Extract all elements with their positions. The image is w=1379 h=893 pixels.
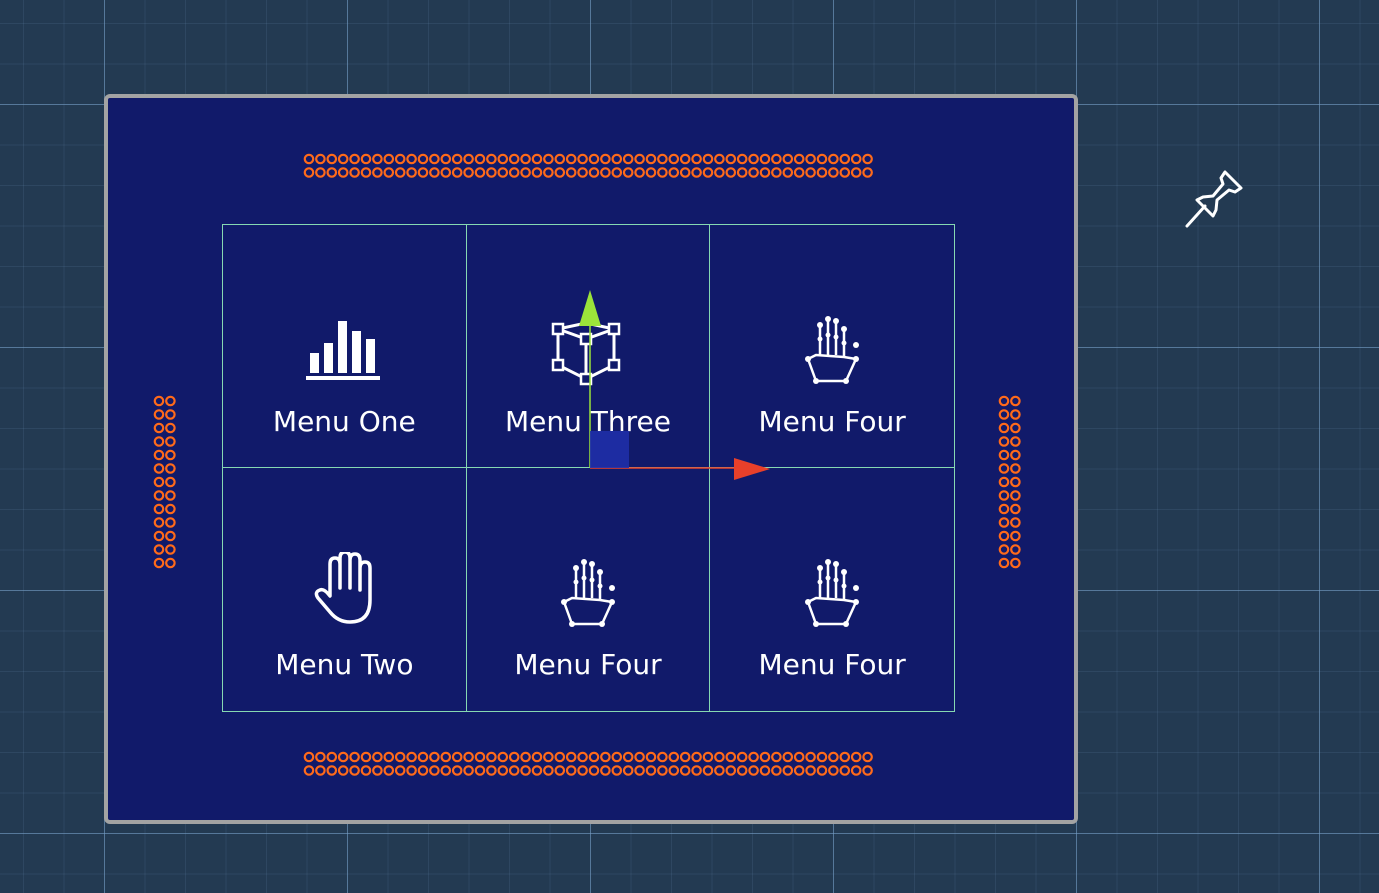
right-handle-dots[interactable] [998, 394, 1026, 570]
hand-skeleton-icon [805, 316, 860, 384]
hand-icon [314, 552, 373, 624]
menu-button-three[interactable]: Menu Three [466, 225, 711, 468]
menu-button-four[interactable]: Menu Four [710, 468, 954, 711]
bottom-handle-dots[interactable] [303, 750, 875, 778]
hand-skeleton-icon [560, 559, 615, 627]
menu-label: Menu Three [505, 405, 671, 438]
cube-icon [551, 321, 621, 386]
menu-button-one[interactable]: Menu One [223, 225, 467, 468]
menu-button-four[interactable]: Menu Four [467, 468, 711, 711]
menu-button-four[interactable]: Menu Four [710, 225, 954, 468]
menu-label: Menu Four [758, 648, 906, 681]
bar-chart-icon [306, 321, 381, 380]
menu-label: Menu One [272, 405, 416, 438]
menu-label: Menu Two [275, 648, 414, 681]
x-axis-arrow[interactable] [734, 458, 770, 480]
menu-button-two[interactable]: Menu Two [223, 468, 467, 711]
menu-grid: Menu One Menu Three [222, 224, 955, 712]
menu-label: Menu Four [514, 648, 662, 681]
menu-label: Menu Four [758, 405, 906, 438]
pin-icon[interactable] [1183, 170, 1245, 230]
y-axis-arrow[interactable] [579, 290, 601, 326]
hand-skeleton-icon [805, 559, 860, 627]
left-handle-dots[interactable] [153, 394, 181, 570]
center-handle[interactable] [590, 431, 629, 468]
top-handle-dots[interactable] [303, 152, 875, 180]
